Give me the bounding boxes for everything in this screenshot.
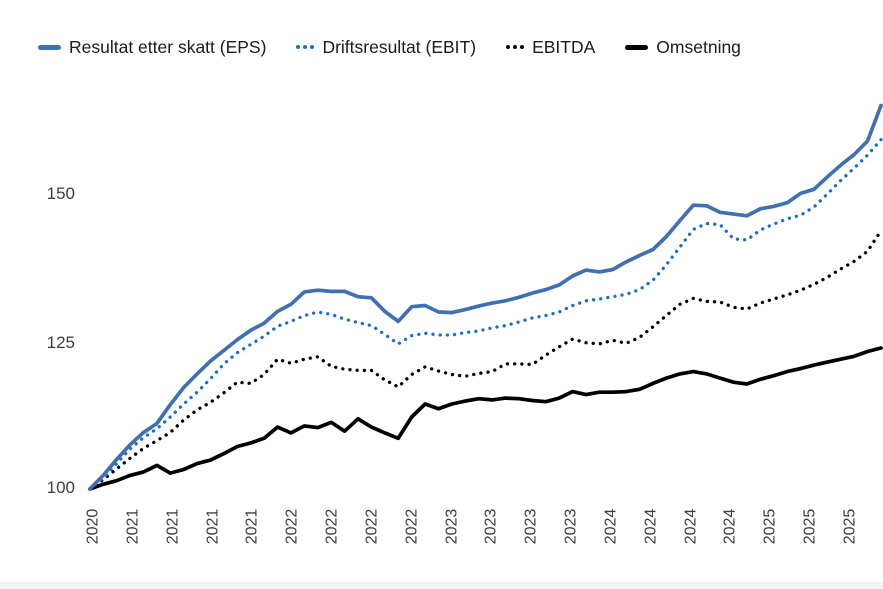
x-axis-label: 2024 — [602, 508, 620, 545]
legend-label-eps: Resultat etter skatt (EPS) — [69, 36, 267, 57]
legend-swatch-dotted-blue-line — [296, 45, 315, 49]
x-axis-label: 2023 — [562, 508, 580, 545]
legend-label-ebit: Driftsresultat (EBIT) — [322, 36, 477, 57]
x-axis-label: 2024 — [721, 508, 739, 545]
series-line-1 — [88, 138, 883, 491]
legend-swatch-dotted-black-line — [506, 45, 525, 49]
x-axis-label: 2021 — [124, 508, 142, 545]
x-axis-label: 2021 — [243, 508, 261, 545]
x-axis-label: 2025 — [761, 508, 779, 545]
legend-item-ebitda: EBITDA — [506, 37, 595, 58]
x-axis-label: 2022 — [363, 508, 381, 545]
x-axis-label: 2023 — [522, 508, 540, 545]
page-bottom-strip — [0, 582, 883, 589]
x-axis-label: 2023 — [443, 508, 461, 545]
legend-item-omsetning: Omsetning — [625, 37, 741, 58]
y-axis-label-100: 100 — [46, 478, 75, 497]
legend-label-omsetning: Omsetning — [656, 36, 741, 57]
x-axis-label: 2022 — [283, 508, 301, 545]
x-axis-label: 2023 — [482, 508, 500, 545]
x-axis-label: 2022 — [403, 508, 421, 545]
x-axis-label: 2025 — [841, 508, 859, 545]
x-axis-label: 2022 — [323, 508, 341, 545]
x-axis-label: 2021 — [204, 508, 222, 545]
x-axis-label: 2025 — [801, 508, 819, 545]
series-line-2 — [88, 228, 883, 491]
x-axis-label: 2020 — [84, 508, 102, 545]
y-axis-label-150: 150 — [46, 184, 75, 203]
x-axis-label: 2024 — [682, 508, 700, 545]
series-line-0 — [87, 103, 883, 491]
chart-legend: Resultat etter skatt (EPS) Driftsresulta… — [38, 36, 741, 58]
x-axis-label: 2021 — [164, 508, 182, 545]
legend-swatch-solid-blue-line — [38, 44, 61, 50]
x-axis-label: 2024 — [642, 508, 660, 545]
legend-swatch-solid-black-line — [625, 44, 649, 50]
legend-item-ebit: Driftsresultat (EBIT) — [296, 37, 476, 58]
legend-label-ebitda: EBITDA — [532, 36, 596, 57]
y-axis-label-125: 125 — [46, 333, 75, 352]
legend-item-eps: Resultat etter skatt (EPS) — [38, 37, 266, 58]
series-line-3 — [87, 346, 883, 491]
